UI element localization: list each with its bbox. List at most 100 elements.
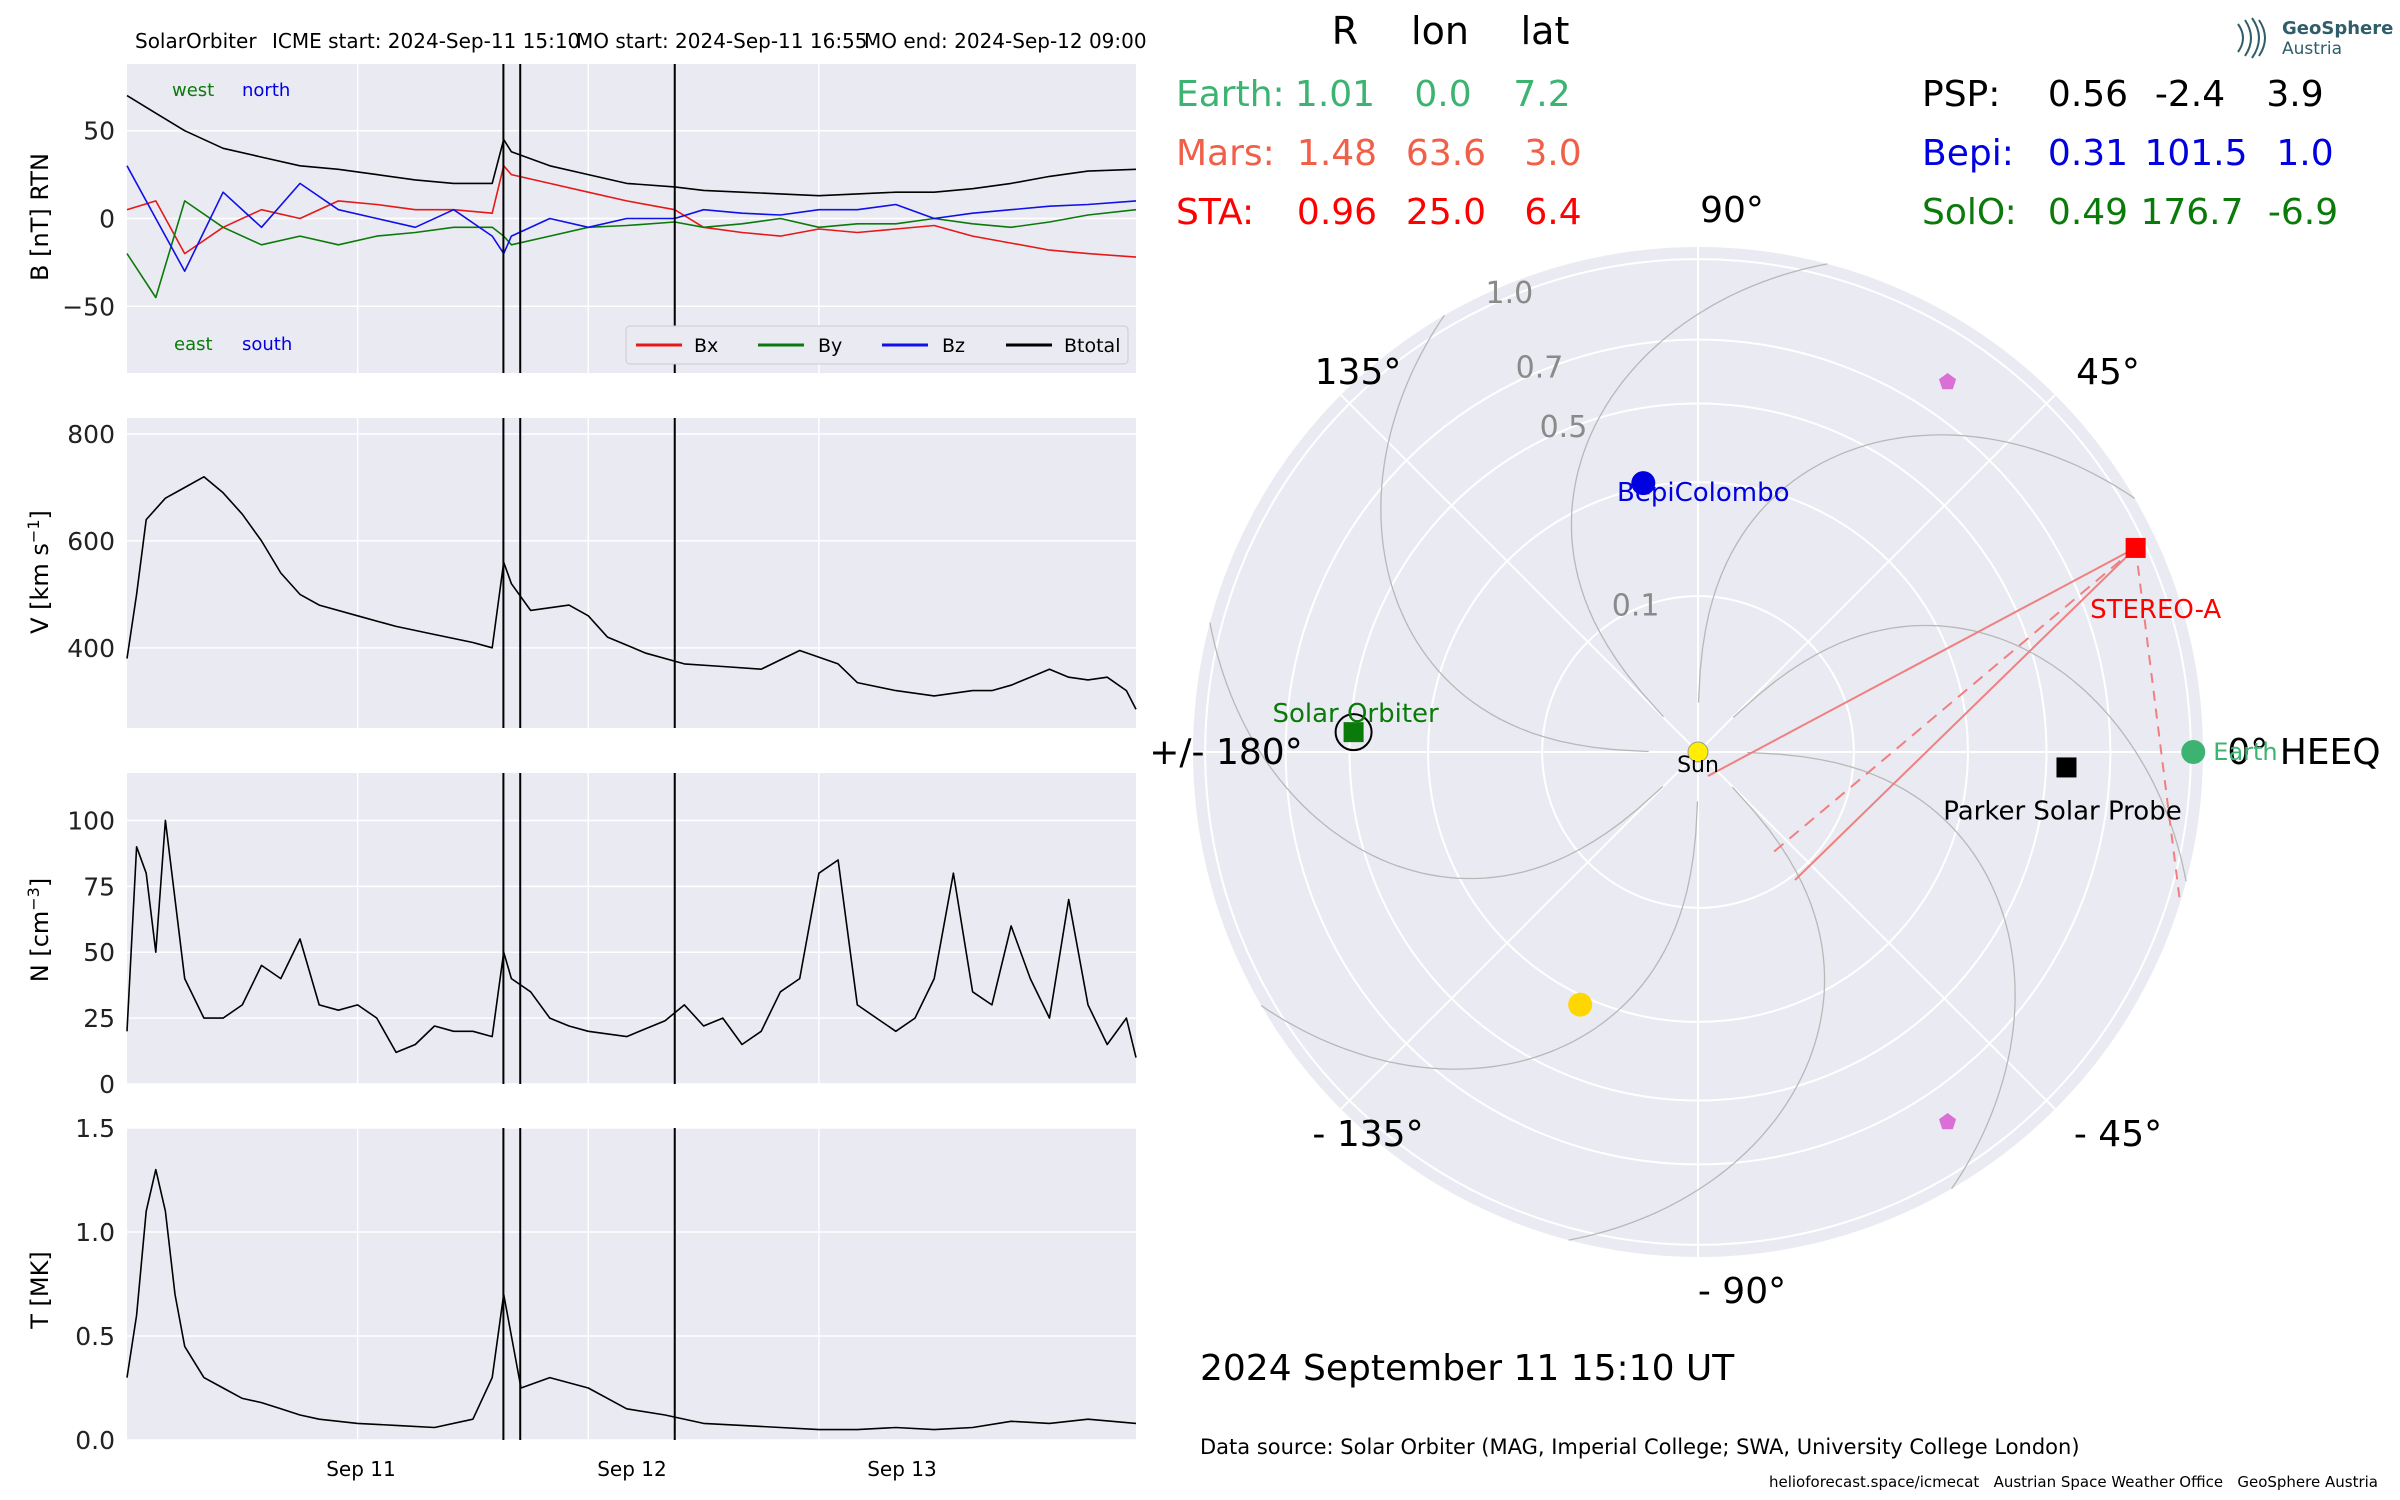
instrument-label: SolarOrbiter [135, 29, 257, 53]
y-tick-label: 50 [83, 938, 115, 967]
row-psp-lon: -2.4 [2155, 74, 2225, 115]
b-field-panel: 50 0 −50 [62, 64, 1137, 373]
plot-background [127, 1128, 1136, 1440]
row-psp-r: 0.56 [2048, 74, 2128, 115]
row-bepi-r: 0.31 [2048, 133, 2128, 174]
y-tick-label: 0 [99, 205, 115, 234]
legend-bz-label: Bz [942, 335, 965, 357]
mo-end-label: MO end: 2024-Sep-12 09:00 [864, 29, 1147, 53]
density-panel: 100 75 50 25 0 [67, 773, 1137, 1099]
bepicolombo-label: BepiColombo [1617, 478, 1790, 508]
plot-background [127, 773, 1136, 1084]
angle-label: - 45° [2074, 1114, 2162, 1155]
logo-line1: GeoSphere [2282, 18, 2393, 39]
n-ylabel-main: N [cm [26, 911, 54, 983]
radial-tick-label: 0.5 [1540, 410, 1588, 445]
row-earth-lon: 0.0 [1414, 74, 1471, 115]
stereo-a-label: STEREO-A [2090, 595, 2221, 625]
timestamp: 2024 September 11 15:10 UT [1200, 1348, 1735, 1389]
angle-label: - 135° [1312, 1114, 1423, 1155]
angular-grid-spoke [1697, 751, 2056, 1110]
y-tick-label: 800 [67, 420, 115, 449]
row-solo-lon: 176.7 [2140, 192, 2243, 233]
legend-bx-label: Bx [694, 335, 718, 357]
row-solo-label: SolO: [1922, 192, 2017, 233]
table-header-lat: lat [1521, 9, 1570, 53]
geosphere-logo: GeoSphere Austria [2237, 17, 2393, 59]
parker-spiral [1747, 751, 2016, 1190]
v-ylabel-main: V [km s [26, 543, 54, 634]
row-solo-lat: -6.9 [2268, 192, 2338, 233]
legend-by-label: By [818, 335, 842, 357]
parker-spiral [1570, 263, 1828, 718]
row-sta-lon: 25.0 [1406, 192, 1486, 233]
series-line-bz [126, 165, 1137, 273]
b-ylabel: B [nT] RTN [26, 153, 54, 281]
stereo-a-fov-line [1707, 547, 2137, 777]
pentagon-marker [1939, 1113, 1957, 1130]
parker-spiral [1380, 314, 1649, 753]
parker-solar-probe-label: Parker Solar Probe [1943, 796, 2181, 826]
v-ylabel: V [km s−1] [24, 510, 54, 634]
y-tick-label: 50 [83, 117, 115, 146]
y-tick-label: 0.5 [75, 1322, 115, 1351]
legend-box [625, 325, 1129, 365]
y-tick-label: 0 [99, 1070, 115, 1099]
stereo-a-fov-line [2134, 547, 2181, 903]
table-header-lon: lon [1411, 9, 1469, 53]
row-earth-r: 1.01 [1295, 74, 1375, 115]
series-line-data [126, 475, 1137, 710]
table-header-r: R [1332, 9, 1358, 53]
n-ylabel: N [cm−3] [24, 878, 54, 983]
y-tick-label: −50 [62, 292, 115, 321]
angle-label: 0° HEEQ [2227, 732, 2380, 773]
row-sta-label: STA: [1176, 192, 1254, 233]
marker-marker [1568, 992, 1593, 1017]
row-sta-r: 0.96 [1297, 192, 1377, 233]
solar-orbiter-label: Solar Orbiter [1272, 699, 1439, 729]
west-label: west [172, 80, 214, 101]
n-ylabel-end: ] [26, 878, 54, 887]
row-psp-lat: 3.9 [2266, 74, 2323, 115]
velocity-panel: 800 600 400 [67, 418, 1137, 728]
x-tick-sep11: Sep 11 [326, 1457, 396, 1481]
parker-spiral [1697, 434, 2136, 703]
series-line-data [126, 1168, 1137, 1431]
series-line-bx [126, 165, 1137, 258]
x-tick-sep13: Sep 13 [867, 1457, 937, 1481]
temperature-panel: 1.5 1.0 0.5 0.0 [75, 1114, 1137, 1455]
y-tick-label: 100 [67, 806, 115, 835]
footer-credits: helioforecast.space/icmecat Austrian Spa… [1769, 1473, 2378, 1491]
y-tick-label: 25 [83, 1004, 115, 1033]
radial-tick-label: 0.1 [1612, 589, 1660, 624]
row-earth-label: Earth: [1176, 74, 1285, 115]
parker-spiral [1568, 786, 1826, 1241]
earth-marker [2181, 740, 2206, 764]
heeq-polar-plot: 0.1 0.5 0.7 1.0 0° HEEQ 45° 90° 135° +/- 180° - 1… [1149, 190, 2380, 1312]
series-line-btotal [126, 94, 1137, 197]
south-label: south [242, 334, 292, 355]
parker-solar-probe-marker [2056, 757, 2077, 778]
row-solo-r: 0.49 [2048, 192, 2128, 233]
east-label: east [174, 334, 213, 355]
logo-icon [2237, 17, 2266, 59]
row-bepi-label: Bepi: [1922, 133, 2014, 174]
y-tick-label: 1.5 [75, 1114, 115, 1143]
radial-tick-label: 1.0 [1486, 276, 1534, 311]
parker-spiral [1209, 622, 1664, 880]
v-ylabel-sup: −1 [24, 519, 43, 543]
t-ylabel: T [MK] [26, 1251, 54, 1329]
series-line-data [126, 819, 1137, 1058]
bepicolombo-marker [1631, 471, 1656, 496]
row-mars-lon: 63.6 [1406, 133, 1486, 174]
sun-label: Sun [1677, 753, 1719, 778]
v-ylabel-end: ] [26, 510, 54, 519]
angle-label: +/- 180° [1149, 732, 1302, 773]
parker-spiral [1260, 801, 1699, 1070]
positions-table: R lon lat Earth: 1.01 0.0 7.2 Mars: 1.48… [1176, 9, 2338, 233]
icme-start-label: ICME start: 2024-Sep-11 15:10 [272, 29, 580, 53]
mo-start-label: MO start: 2024-Sep-11 16:55 [576, 29, 868, 53]
solar-orbiter-marker [1343, 722, 1364, 743]
row-mars-lat: 3.0 [1524, 133, 1581, 174]
north-label: north [242, 80, 290, 101]
